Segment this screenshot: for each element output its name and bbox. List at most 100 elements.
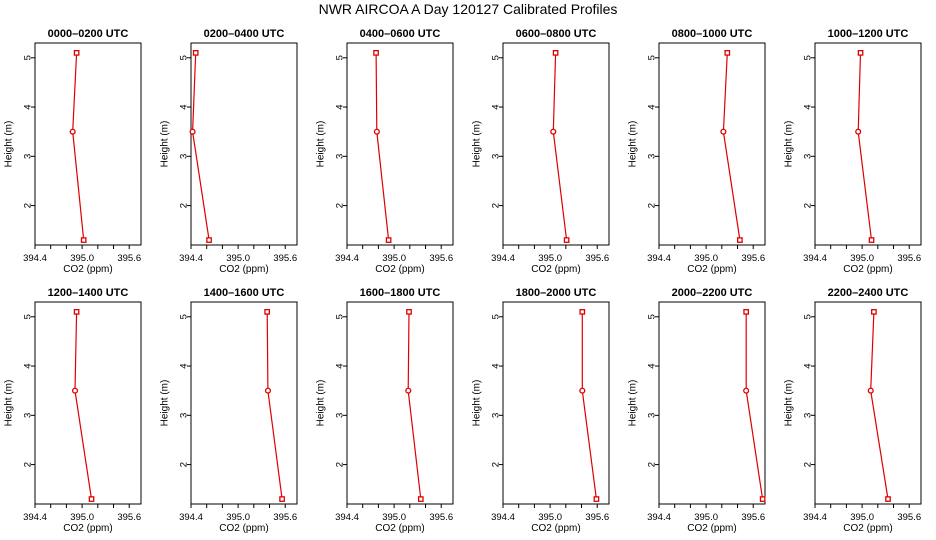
data-point bbox=[563, 237, 570, 243]
plot-frame bbox=[34, 42, 142, 246]
data-point bbox=[80, 237, 87, 243]
y-tick-label: 3 bbox=[23, 154, 34, 159]
data-point bbox=[868, 237, 875, 243]
plot-frame bbox=[814, 42, 922, 246]
data-point bbox=[593, 496, 600, 502]
plot-frame bbox=[658, 42, 766, 246]
profile-panel: 1000–1200 UTC 394.4 395.0 395.6 CO2 (ppm) 2 3 4… bbox=[784, 28, 922, 275]
y-tick-label: 4 bbox=[491, 363, 502, 368]
y-tick-label: 5 bbox=[23, 314, 34, 319]
x-tick-label: 395.0 bbox=[70, 512, 94, 523]
y-tick-label: 4 bbox=[179, 363, 190, 368]
y-axis-label: Height (m) bbox=[472, 380, 483, 427]
data-point bbox=[759, 496, 766, 502]
data-point bbox=[857, 50, 864, 56]
data-point bbox=[192, 50, 199, 56]
profile-line bbox=[745, 311, 764, 500]
y-tick-label: 5 bbox=[803, 314, 814, 319]
profile-line bbox=[74, 311, 93, 500]
y-tick-label: 3 bbox=[335, 154, 346, 159]
y-tick-label: 2 bbox=[23, 203, 34, 208]
x-tick-label: 395.0 bbox=[694, 512, 718, 523]
data-point bbox=[88, 496, 95, 502]
x-tick-label: 395.6 bbox=[273, 253, 297, 264]
x-tick-label: 395.0 bbox=[538, 512, 562, 523]
y-tick-label: 5 bbox=[179, 314, 190, 319]
y-tick-label: 3 bbox=[647, 154, 658, 159]
x-tick-label: 395.6 bbox=[897, 253, 921, 264]
y-tick-label: 5 bbox=[803, 55, 814, 60]
x-tick-label: 395.0 bbox=[538, 253, 562, 264]
data-point bbox=[73, 309, 80, 315]
x-tick-label: 395.6 bbox=[897, 512, 921, 523]
panel-title: 1200–1400 UTC bbox=[48, 287, 129, 299]
x-tick-label: 395.6 bbox=[585, 512, 609, 523]
profile-panel: 1800–2000 UTC 394.4 395.0 395.6 CO2 (ppm) 2 3 4… bbox=[472, 287, 610, 534]
x-tick-label: 394.4 bbox=[491, 512, 515, 523]
panel-title: 2000–2200 UTC bbox=[672, 287, 753, 299]
panel-title: 0200–0400 UTC bbox=[204, 28, 285, 40]
profile-line bbox=[266, 311, 283, 500]
data-point bbox=[855, 128, 862, 135]
plot-frame bbox=[814, 301, 922, 505]
y-axis-label: Height (m) bbox=[4, 121, 15, 168]
y-tick-label: 4 bbox=[179, 104, 190, 109]
x-tick-label: 394.4 bbox=[23, 512, 47, 523]
x-tick-label: 395.0 bbox=[850, 512, 874, 523]
x-axis-label: CO2 (ppm) bbox=[843, 264, 892, 275]
panel-title: 0800–1000 UTC bbox=[672, 28, 753, 40]
y-axis-label: Height (m) bbox=[316, 380, 327, 427]
panel-title: 0600–0800 UTC bbox=[516, 28, 597, 40]
data-point bbox=[743, 309, 750, 315]
profile-line bbox=[72, 52, 85, 241]
panel-title: 1400–1600 UTC bbox=[204, 287, 285, 299]
x-tick-label: 394.4 bbox=[23, 253, 47, 264]
data-point bbox=[69, 128, 76, 135]
profile-line bbox=[407, 311, 422, 500]
data-point bbox=[550, 128, 557, 135]
x-tick-label: 395.0 bbox=[226, 253, 250, 264]
data-point bbox=[871, 309, 877, 315]
x-tick-label: 395.6 bbox=[429, 512, 453, 523]
x-tick-label: 394.4 bbox=[335, 253, 359, 264]
y-tick-label: 5 bbox=[491, 55, 502, 60]
data-point bbox=[279, 496, 285, 502]
x-axis-label: CO2 (ppm) bbox=[531, 523, 580, 534]
x-tick-label: 395.0 bbox=[226, 512, 250, 523]
y-axis-label: Height (m) bbox=[4, 380, 15, 427]
x-tick-label: 395.6 bbox=[741, 512, 765, 523]
y-axis-label: Height (m) bbox=[784, 121, 795, 168]
y-tick-label: 4 bbox=[647, 363, 658, 368]
panel-title: 0000–0200 UTC bbox=[48, 28, 129, 40]
y-tick-label: 5 bbox=[491, 314, 502, 319]
y-tick-label: 2 bbox=[335, 462, 346, 467]
data-point bbox=[737, 237, 743, 243]
data-point bbox=[720, 128, 727, 135]
y-tick-label: 2 bbox=[335, 203, 346, 208]
x-axis-label: CO2 (ppm) bbox=[63, 523, 112, 534]
y-axis-label: Height (m) bbox=[472, 121, 483, 168]
profile-line bbox=[581, 311, 597, 500]
x-tick-label: 395.6 bbox=[117, 253, 141, 264]
x-tick-label: 394.4 bbox=[647, 253, 671, 264]
y-tick-label: 2 bbox=[491, 203, 502, 208]
y-tick-label: 2 bbox=[647, 462, 658, 467]
y-tick-label: 4 bbox=[23, 104, 34, 109]
x-axis-label: CO2 (ppm) bbox=[687, 523, 736, 534]
x-tick-label: 394.4 bbox=[803, 253, 827, 264]
plot-frame bbox=[502, 301, 610, 505]
y-tick-label: 5 bbox=[23, 55, 34, 60]
y-tick-label: 4 bbox=[491, 104, 502, 109]
data-point bbox=[579, 387, 586, 394]
profile-panel: 1200–1400 UTC 394.4 395.0 395.6 CO2 (ppm) 2 3 4… bbox=[4, 287, 142, 534]
panel-title: 2200–2400 UTC bbox=[828, 287, 909, 299]
plot-frame bbox=[346, 301, 454, 505]
x-tick-label: 395.6 bbox=[741, 253, 765, 264]
y-tick-label: 3 bbox=[23, 413, 34, 418]
y-tick-label: 5 bbox=[647, 314, 658, 319]
plot-frame bbox=[502, 42, 610, 246]
y-axis-label: Height (m) bbox=[160, 121, 171, 168]
profile-line bbox=[870, 311, 889, 500]
profile-line bbox=[191, 52, 210, 241]
data-point bbox=[417, 496, 424, 502]
